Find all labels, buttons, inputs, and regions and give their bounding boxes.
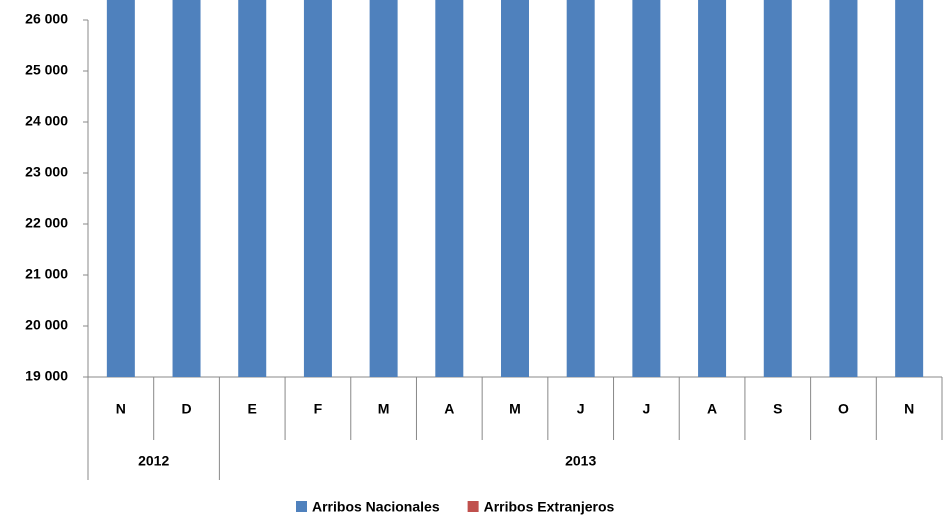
y-tick-label: 22 000 bbox=[25, 215, 68, 231]
bar-segment bbox=[763, 0, 792, 377]
bar-segment bbox=[172, 0, 201, 377]
x-tick-label: E bbox=[248, 401, 257, 417]
y-tick-label: 21 000 bbox=[25, 266, 68, 282]
y-tick-label: 19 000 bbox=[25, 368, 68, 384]
y-tick-label: 25 000 bbox=[25, 62, 68, 78]
bar-segment bbox=[303, 0, 332, 377]
bar-segment bbox=[829, 0, 858, 377]
x-tick-label: J bbox=[577, 401, 585, 417]
x-tick-label: A bbox=[707, 401, 717, 417]
x-tick-label: J bbox=[642, 401, 650, 417]
y-tick-label: 20 000 bbox=[25, 317, 68, 333]
bar-segment bbox=[632, 0, 661, 377]
group-label: 2012 bbox=[138, 453, 169, 469]
bar-segment bbox=[238, 0, 267, 377]
bar-segment bbox=[895, 0, 924, 377]
x-tick-label: S bbox=[773, 401, 782, 417]
bar-segment bbox=[501, 0, 529, 377]
x-tick-label: D bbox=[181, 401, 191, 417]
legend-swatch bbox=[467, 501, 479, 512]
legend-label: Arribos Extranjeros bbox=[484, 499, 615, 515]
bar-segment bbox=[369, 0, 398, 377]
bar-segment bbox=[106, 0, 135, 377]
x-tick-label: O bbox=[838, 401, 849, 417]
group-label: 2013 bbox=[565, 453, 596, 469]
bar-segment bbox=[698, 0, 727, 377]
y-tick-label: 23 000 bbox=[25, 164, 68, 180]
legend-label: Arribos Nacionales bbox=[312, 499, 440, 515]
bar-segment bbox=[435, 0, 464, 378]
x-tick-label: F bbox=[314, 401, 323, 417]
x-tick-label: N bbox=[116, 401, 126, 417]
y-tick-label: 24 000 bbox=[25, 113, 68, 129]
legend-swatch bbox=[296, 501, 307, 512]
x-tick-label: A bbox=[444, 401, 454, 417]
y-tick-label: 26 000 bbox=[25, 11, 68, 27]
x-tick-label: N bbox=[904, 401, 914, 417]
x-tick-label: M bbox=[509, 401, 521, 417]
bar-segment bbox=[566, 0, 595, 377]
x-tick-label: M bbox=[378, 401, 390, 417]
